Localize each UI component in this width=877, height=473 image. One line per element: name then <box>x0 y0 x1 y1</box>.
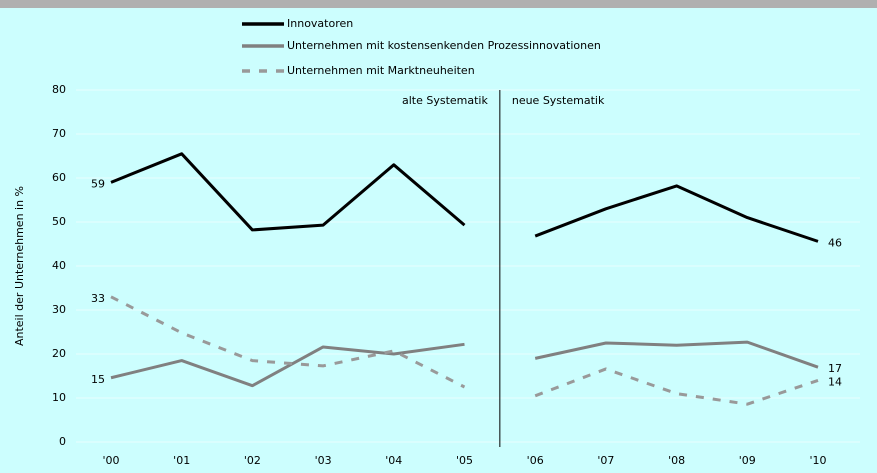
y-tick-label: 20 <box>52 347 66 360</box>
data-label: 15 <box>91 373 105 386</box>
top-band <box>0 0 877 8</box>
data-label: 14 <box>828 375 842 388</box>
x-tick-label: '06 <box>527 454 544 467</box>
x-tick-label: '09 <box>739 454 756 467</box>
y-tick-label: 60 <box>52 171 66 184</box>
y-axis-label: Anteil der Unternehmen in % <box>13 186 26 346</box>
x-tick-label: '01 <box>173 454 190 467</box>
y-tick-label: 0 <box>59 435 66 448</box>
y-tick-label: 80 <box>52 83 66 96</box>
y-tick-label: 70 <box>52 127 66 140</box>
x-tick-label: '03 <box>315 454 332 467</box>
data-label: 33 <box>91 292 105 305</box>
legend-label: Unternehmen mit kostensenkenden Prozessi… <box>287 39 601 52</box>
y-tick-label: 50 <box>52 215 66 228</box>
x-tick-label: '10 <box>809 454 826 467</box>
y-tick-label: 10 <box>52 391 66 404</box>
series-line <box>110 295 466 389</box>
x-tick-label: '02 <box>244 454 261 467</box>
x-tick-label: '05 <box>456 454 473 467</box>
y-tick-label: 40 <box>52 259 66 272</box>
series-line <box>110 342 465 388</box>
x-tick-label: '00 <box>102 454 119 467</box>
legend-label: Innovatoren <box>287 17 353 30</box>
data-label: 46 <box>828 236 842 249</box>
y-tick-label: 30 <box>52 303 66 316</box>
x-tick-label: '07 <box>597 454 614 467</box>
divider-left-label: alte Systematik <box>402 94 489 107</box>
data-label: 17 <box>828 362 842 375</box>
divider-right-label: neue Systematik <box>512 94 605 107</box>
series-line <box>534 184 819 243</box>
series-line <box>110 152 466 232</box>
x-tick-label: '04 <box>385 454 402 467</box>
series-line <box>534 340 819 369</box>
data-label: 59 <box>91 177 105 190</box>
x-tick-label: '08 <box>668 454 685 467</box>
series-line <box>534 367 819 406</box>
legend-label: Unternehmen mit Marktneuheiten <box>287 64 475 77</box>
